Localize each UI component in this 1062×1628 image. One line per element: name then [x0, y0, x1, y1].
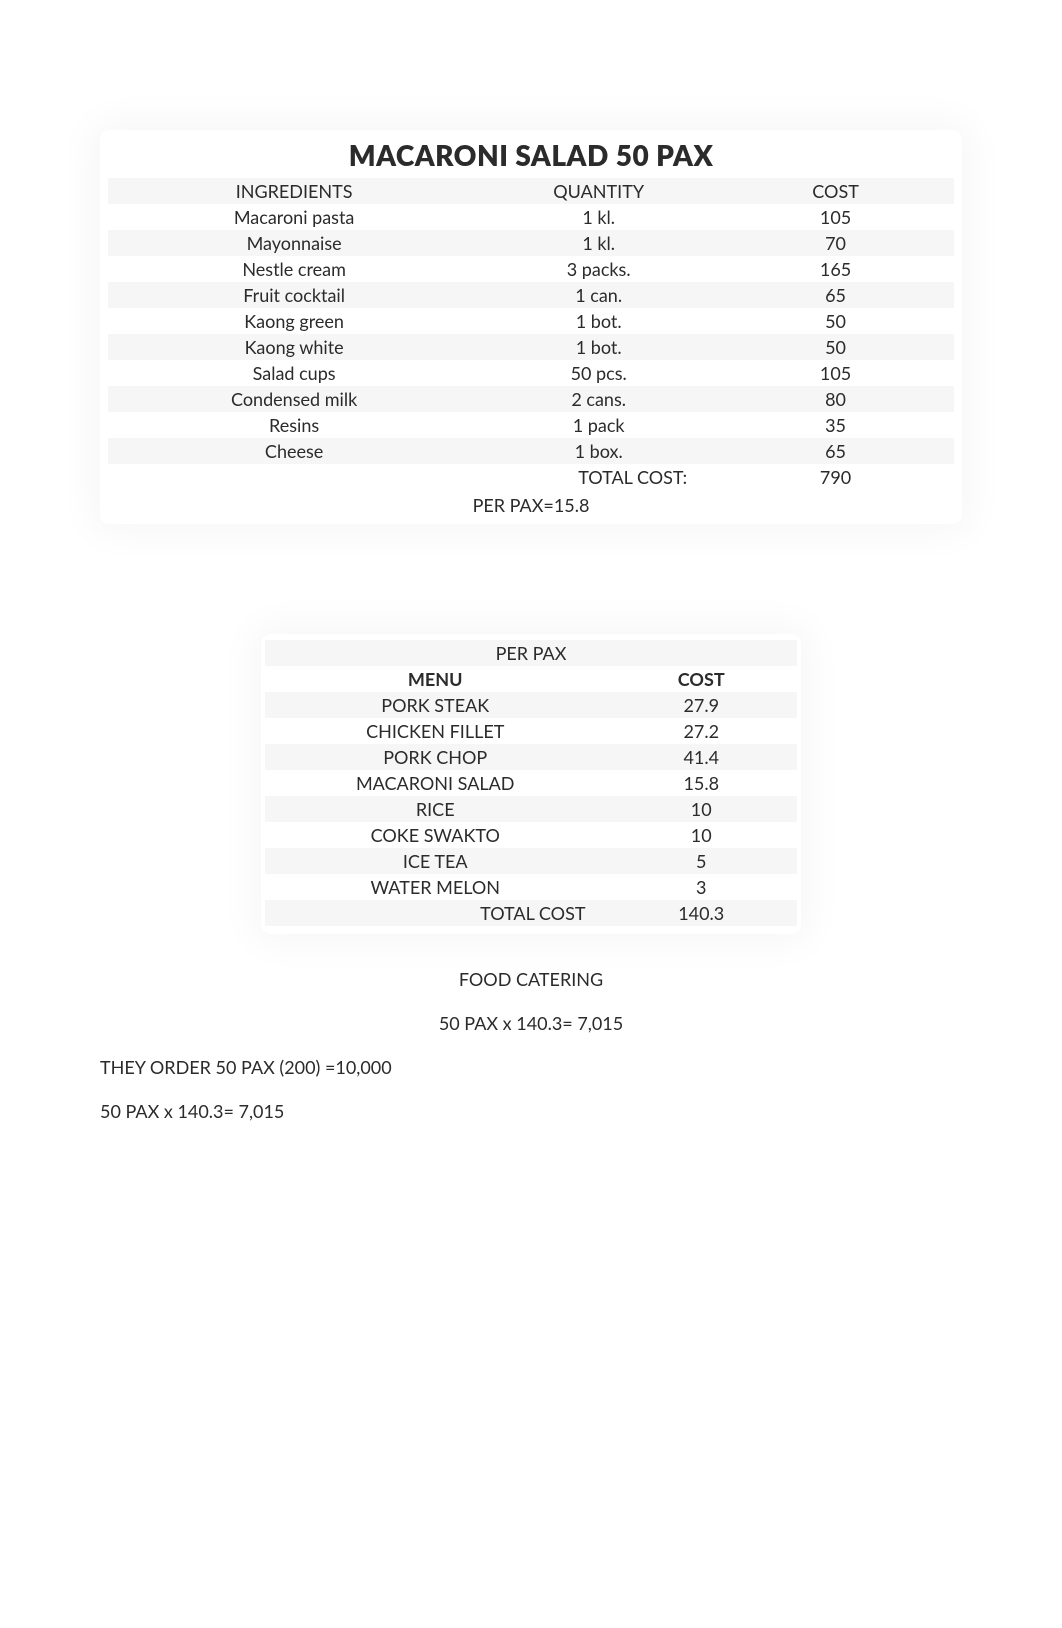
cell-quantity: 1 box.	[480, 438, 717, 464]
notes-block: FOOD CATERING 50 PAX x 140.3= 7,015 THEY…	[100, 968, 962, 1122]
table-row: MACARONI SALAD15.8	[265, 770, 797, 796]
cell-menu: MACARONI SALAD	[265, 770, 605, 796]
per-pax-table: PER PAX MENU COST PORK STEAK27.9CHICKEN …	[265, 640, 797, 926]
table-row: Salad cups50 pcs.105	[108, 360, 954, 386]
cell-quantity: 1 bot.	[480, 334, 717, 360]
cell-ingredient: Mayonnaise	[108, 230, 480, 256]
table-row: Macaroni pasta1 kl.105	[108, 204, 954, 230]
cell-ingredient: Resins	[108, 412, 480, 438]
table-row: Resins1 pack35	[108, 412, 954, 438]
cell-quantity: 1 can.	[480, 282, 717, 308]
header-cost2: COST	[605, 666, 797, 692]
per-pax-heading: PER PAX	[265, 640, 797, 666]
cell-cost: 10	[605, 822, 797, 848]
per-pax-heading-row: PER PAX	[265, 640, 797, 666]
cell-cost: 80	[717, 386, 954, 412]
cell-cost: 165	[717, 256, 954, 282]
cell-cost: 105	[717, 204, 954, 230]
cell-cost: 10	[605, 796, 797, 822]
table-row: ICE TEA5	[265, 848, 797, 874]
cell-menu: WATER MELON	[265, 874, 605, 900]
per-pax-header-row: MENU COST	[265, 666, 797, 692]
cell-menu: RICE	[265, 796, 605, 822]
cell-quantity: 1 kl.	[480, 204, 717, 230]
note-calc-2: 50 PAX x 140.3= 7,015	[100, 1100, 962, 1122]
note-order: THEY ORDER 50 PAX (200) =10,000	[100, 1056, 962, 1078]
cell-cost: 27.9	[605, 692, 797, 718]
cell-ingredient: Kaong green	[108, 308, 480, 334]
cell-ingredient: Fruit cocktail	[108, 282, 480, 308]
cell-cost: 50	[717, 308, 954, 334]
ingredients-card: MACARONI SALAD 50 PAX INGREDIENTS QUANTI…	[100, 130, 962, 524]
cell-quantity: 50 pcs.	[480, 360, 717, 386]
ingredients-title: MACARONI SALAD 50 PAX	[108, 138, 954, 172]
table-row: PORK CHOP41.4	[265, 744, 797, 770]
table-row: CHICKEN FILLET27.2	[265, 718, 797, 744]
total-cost-value: 790	[717, 464, 954, 490]
header-menu: MENU	[265, 666, 605, 692]
total-cost-label: TOTAL COST	[265, 900, 605, 926]
cell-cost: 3	[605, 874, 797, 900]
table-row: Mayonnaise1 kl.70	[108, 230, 954, 256]
total-row: TOTAL COST:790	[108, 464, 954, 490]
cell-cost: 27.2	[605, 718, 797, 744]
cell-cost: 5	[605, 848, 797, 874]
table-row: RICE10	[265, 796, 797, 822]
cell-quantity: 1 kl.	[480, 230, 717, 256]
table-row: Kaong green1 bot.50	[108, 308, 954, 334]
table-row: PORK STEAK27.9	[265, 692, 797, 718]
cell-cost: 15.8	[605, 770, 797, 796]
header-quantity: QUANTITY	[480, 178, 717, 204]
ingredients-table: INGREDIENTS QUANTITY COST Macaroni pasta…	[108, 178, 954, 490]
cell-ingredient: Cheese	[108, 438, 480, 464]
cell-cost: 105	[717, 360, 954, 386]
cell-ingredient: Condensed milk	[108, 386, 480, 412]
cell-ingredient: Nestle cream	[108, 256, 480, 282]
cell-menu: PORK STEAK	[265, 692, 605, 718]
table-row: Fruit cocktail1 can.65	[108, 282, 954, 308]
table-row: COKE SWAKTO10	[265, 822, 797, 848]
table-row: Kaong white1 bot.50	[108, 334, 954, 360]
cell-menu: COKE SWAKTO	[265, 822, 605, 848]
cell-cost: 65	[717, 438, 954, 464]
cell-ingredient: Kaong white	[108, 334, 480, 360]
cell-quantity: 1 bot.	[480, 308, 717, 334]
cell-menu: PORK CHOP	[265, 744, 605, 770]
cell-quantity: 3 packs.	[480, 256, 717, 282]
per-pax-card: PER PAX MENU COST PORK STEAK27.9CHICKEN …	[261, 634, 801, 934]
cell-cost: 65	[717, 282, 954, 308]
total-row: TOTAL COST140.3	[265, 900, 797, 926]
per-pax-line: PER PAX=15.8	[108, 494, 954, 516]
table-row: Cheese1 box.65	[108, 438, 954, 464]
table-row: Nestle cream3 packs.165	[108, 256, 954, 282]
cell-menu: CHICKEN FILLET	[265, 718, 605, 744]
cell-cost: 41.4	[605, 744, 797, 770]
cell-quantity: 1 pack	[480, 412, 717, 438]
table-row: Condensed milk2 cans.80	[108, 386, 954, 412]
cell-ingredient: Salad cups	[108, 360, 480, 386]
note-food-catering: FOOD CATERING	[100, 968, 962, 990]
total-cost-label: TOTAL COST:	[108, 464, 717, 490]
cell-cost: 35	[717, 412, 954, 438]
cell-ingredient: Macaroni pasta	[108, 204, 480, 230]
header-ingredients: INGREDIENTS	[108, 178, 480, 204]
table-row: WATER MELON3	[265, 874, 797, 900]
cell-cost: 70	[717, 230, 954, 256]
cell-menu: ICE TEA	[265, 848, 605, 874]
cell-cost: 50	[717, 334, 954, 360]
table-header-row: INGREDIENTS QUANTITY COST	[108, 178, 954, 204]
total-cost-value: 140.3	[605, 900, 797, 926]
header-cost: COST	[717, 178, 954, 204]
note-calc-1: 50 PAX x 140.3= 7,015	[100, 1012, 962, 1034]
cell-quantity: 2 cans.	[480, 386, 717, 412]
